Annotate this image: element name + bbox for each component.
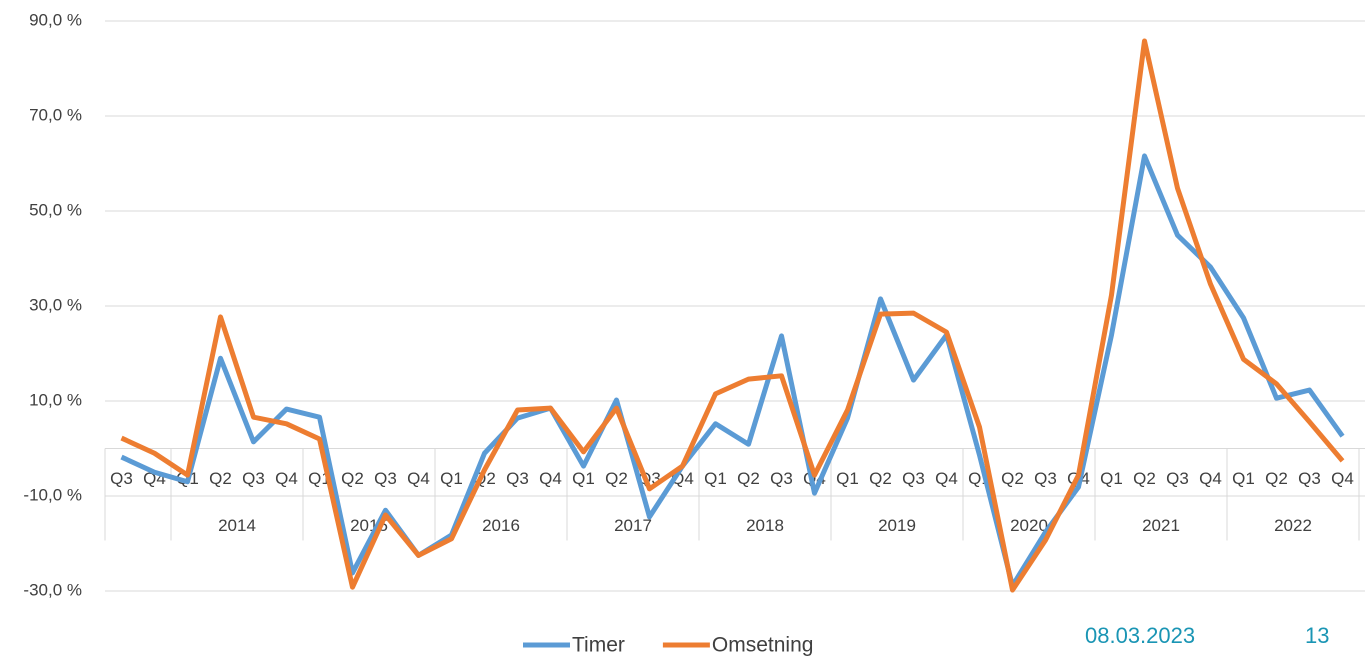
footer-page: 13 — [1305, 623, 1329, 648]
group-label: 2019 — [878, 516, 916, 535]
x-tick-label: Q2 — [209, 469, 232, 488]
x-tick-label: Q3 — [110, 469, 133, 488]
group-label: 2021 — [1142, 516, 1180, 535]
x-tick-label: Q3 — [770, 469, 793, 488]
x-tick-label: Q4 — [275, 469, 298, 488]
x-tick-label: Q1 — [440, 469, 463, 488]
x-tick-label: Q2 — [341, 469, 364, 488]
group-label: 2016 — [482, 516, 520, 535]
x-tick-label: Q2 — [869, 469, 892, 488]
x-tick-label: Q3 — [1034, 469, 1057, 488]
footer-date: 08.03.2023 — [1085, 623, 1195, 648]
series-line — [120, 153, 1345, 589]
x-tick-label: Q4 — [1199, 469, 1222, 488]
group-label: 2022 — [1274, 516, 1312, 535]
x-tick-label: Q3 — [374, 469, 397, 488]
legend-label: Timer — [572, 634, 625, 657]
legend-label: Omsetning — [712, 634, 814, 657]
x-tick-label: Q4 — [407, 469, 430, 488]
y-tick-label: -10,0 % — [23, 485, 82, 504]
x-tick-label: Q4 — [1331, 469, 1354, 488]
group-label: 2018 — [746, 516, 784, 535]
x-tick-label: Q4 — [539, 469, 562, 488]
x-tick-label: Q1 — [704, 469, 727, 488]
x-tick-label: Q2 — [1133, 469, 1156, 488]
x-tick-label: Q2 — [737, 469, 760, 488]
group-label: 2017 — [614, 516, 652, 535]
group-label: 2020 — [1010, 516, 1048, 535]
x-tick-label: Q3 — [242, 469, 265, 488]
x-tick-label: Q4 — [935, 469, 958, 488]
y-tick-label: -30,0 % — [23, 580, 82, 599]
y-tick-label: 50,0 % — [29, 200, 82, 219]
series-line — [120, 38, 1345, 593]
x-tick-label: Q2 — [1265, 469, 1288, 488]
x-tick-label: Q1 — [836, 469, 859, 488]
y-tick-label: 30,0 % — [29, 295, 82, 314]
y-tick-label: 90,0 % — [29, 10, 82, 29]
x-tick-label: Q1 — [1100, 469, 1123, 488]
x-tick-label: Q1 — [1232, 469, 1255, 488]
y-tick-label: 10,0 % — [29, 390, 82, 409]
x-tick-label: Q1 — [572, 469, 595, 488]
x-tick-label: Q3 — [1298, 469, 1321, 488]
x-tick-label: Q2 — [605, 469, 628, 488]
y-tick-label: 70,0 % — [29, 105, 82, 124]
x-tick-label: Q3 — [902, 469, 925, 488]
x-tick-label: Q3 — [1166, 469, 1189, 488]
x-tick-label: Q2 — [1001, 469, 1024, 488]
x-tick-label: Q3 — [506, 469, 529, 488]
group-label: 2014 — [218, 516, 256, 535]
